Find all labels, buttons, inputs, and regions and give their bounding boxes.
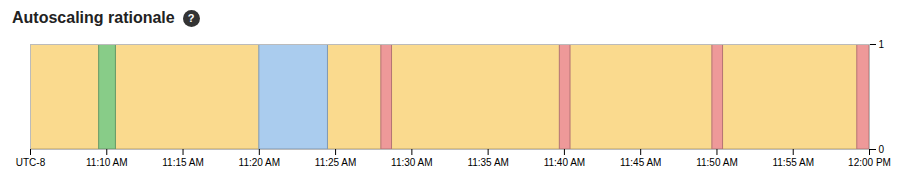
svg-text:0: 0	[879, 144, 885, 155]
svg-text:12:00 PM: 12:00 PM	[848, 157, 891, 168]
svg-text:11:45 AM: 11:45 AM	[620, 157, 662, 168]
svg-text:11:20 AM: 11:20 AM	[239, 157, 281, 168]
svg-text:11:30 AM: 11:30 AM	[391, 157, 433, 168]
svg-text:11:35 AM: 11:35 AM	[467, 157, 509, 168]
svg-text:11:15 AM: 11:15 AM	[162, 157, 204, 168]
html-text:Autoscaling rationale: Autoscaling rationale	[12, 9, 175, 26]
svg-text:1: 1	[879, 39, 885, 50]
svg-text:11:25 AM: 11:25 AM	[315, 157, 357, 168]
svg-text:11:50 AM: 11:50 AM	[696, 157, 738, 168]
svg-text:11:10 AM: 11:10 AM	[86, 157, 128, 168]
svg-text:11:55 AM: 11:55 AM	[772, 157, 814, 168]
svg-text:UTC-8: UTC-8	[16, 157, 46, 168]
svg-text:11:40 AM: 11:40 AM	[544, 157, 586, 168]
